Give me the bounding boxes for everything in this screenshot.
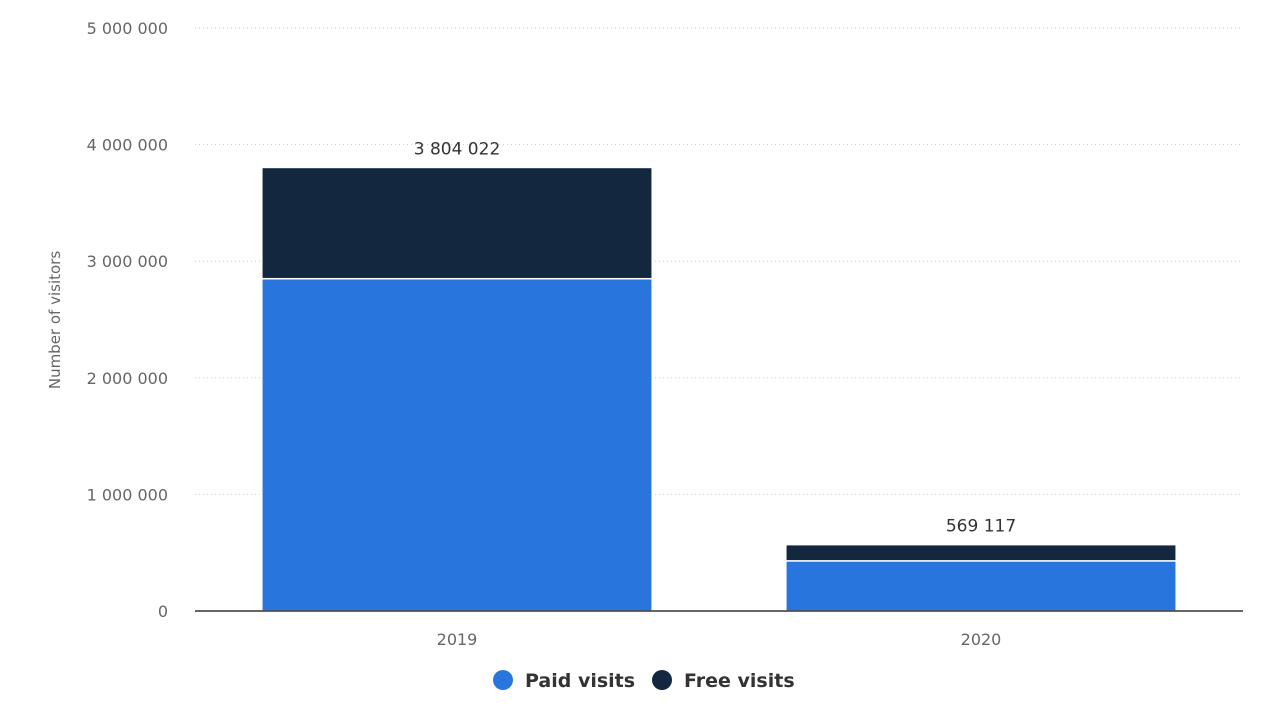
legend-marker <box>652 670 672 690</box>
y-axis-ticks: 0 1 000 000 2 000 000 3 000 000 4 000 000 5 0… <box>87 19 168 621</box>
x-tick-label: 2020 <box>961 630 1002 649</box>
y-tick-label: 5 000 000 <box>87 19 168 38</box>
bar-free-visits-2020 <box>785 543 1177 562</box>
x-axis-ticks: 2019 2020 <box>437 630 1002 649</box>
legend-label: Paid visits <box>525 670 635 692</box>
total-label: 3 804 022 <box>414 139 501 159</box>
legend-marker <box>493 670 513 690</box>
bar-paid-visits-2020 <box>785 560 1177 612</box>
y-tick-label: 3 000 000 <box>87 252 168 271</box>
gridlines <box>195 27 1243 495</box>
y-tick-label: 1 000 000 <box>87 485 168 504</box>
y-tick-label: 4 000 000 <box>87 136 168 155</box>
bar-free-visits-2019 <box>261 166 653 280</box>
y-axis-title: Number of visitors <box>46 251 64 390</box>
bar-paid-visits-2019 <box>261 277 653 612</box>
total-labels: 3 804 022 569 117 <box>414 139 1016 536</box>
y-tick-label: 0 <box>158 602 168 621</box>
total-label: 569 117 <box>946 517 1016 537</box>
x-tick-label: 2019 <box>437 630 478 649</box>
legend: Paid visits Free visits <box>493 670 795 692</box>
y-tick-label: 2 000 000 <box>87 369 168 388</box>
bars <box>261 166 1177 612</box>
legend-label: Free visits <box>684 670 795 692</box>
